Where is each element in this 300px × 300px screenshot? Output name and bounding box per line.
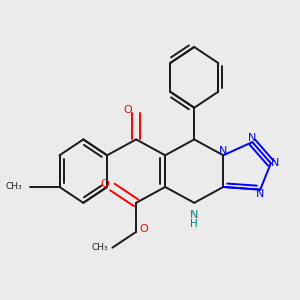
Text: N: N	[271, 158, 279, 168]
Text: N: N	[248, 133, 256, 143]
Text: N: N	[190, 210, 198, 220]
Text: N: N	[256, 189, 264, 199]
Text: H: H	[190, 219, 198, 229]
Text: O: O	[140, 224, 148, 234]
Text: O: O	[124, 105, 133, 116]
Text: N: N	[219, 146, 227, 156]
Text: CH₃: CH₃	[92, 243, 108, 252]
Text: CH₃: CH₃	[6, 182, 22, 191]
Text: O: O	[100, 179, 109, 189]
